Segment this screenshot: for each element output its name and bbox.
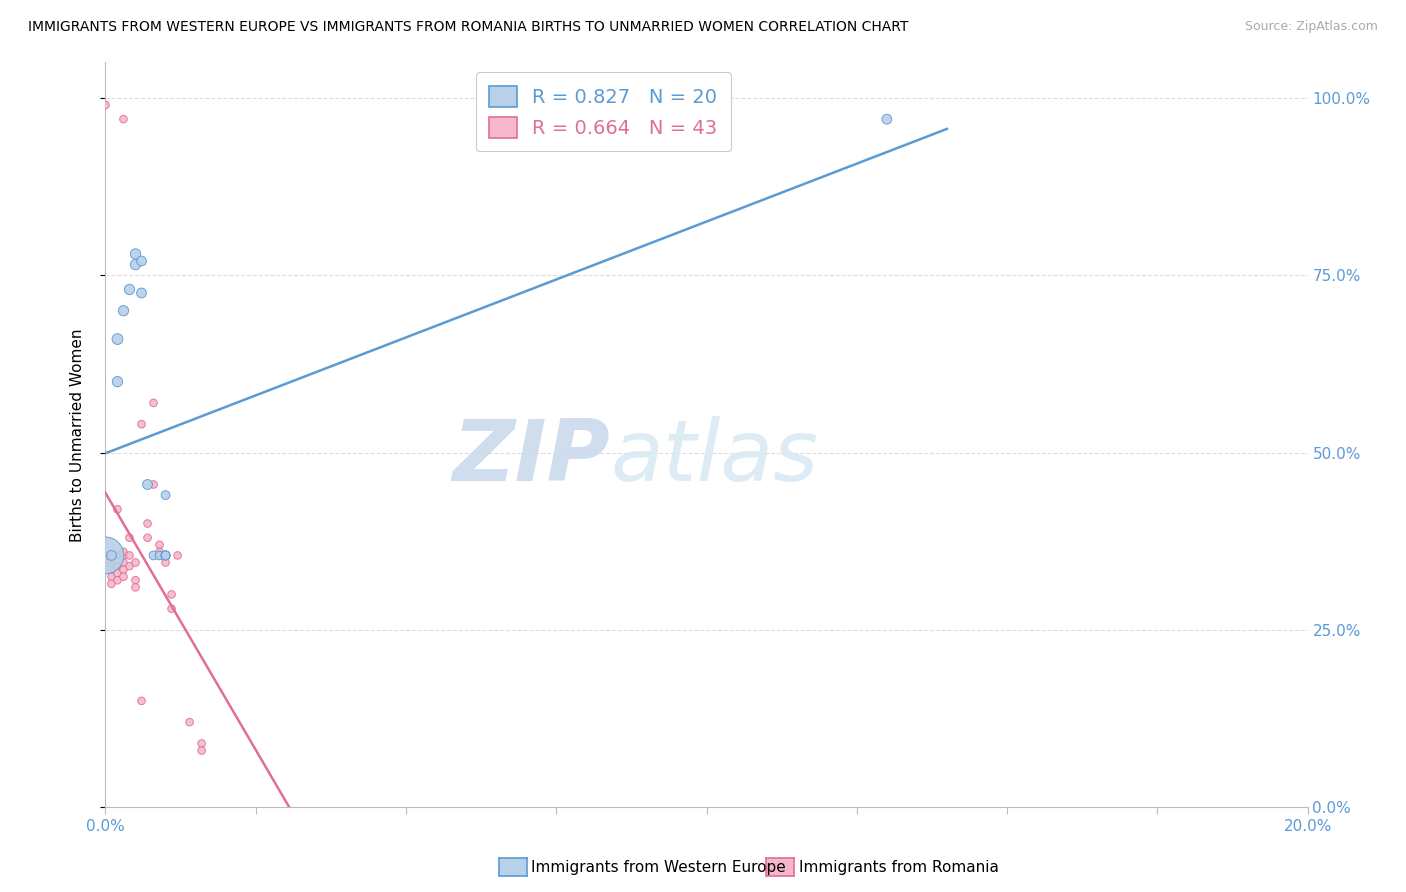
Point: [100, 549, 122, 563]
Point: [107, 574, 129, 588]
Point: [131, 254, 153, 268]
Point: [876, 112, 898, 127]
Point: [155, 549, 177, 563]
Point: [142, 549, 165, 563]
Point: [160, 587, 183, 601]
Point: [155, 549, 177, 563]
Point: [112, 112, 135, 127]
Point: [107, 502, 129, 516]
Point: [190, 743, 212, 757]
Point: [179, 715, 201, 730]
Point: [155, 549, 177, 563]
Point: [112, 556, 135, 570]
Legend: R = 0.827   N = 20, R = 0.664   N = 43: R = 0.827 N = 20, R = 0.664 N = 43: [475, 72, 731, 152]
Point: [94, 556, 117, 570]
Y-axis label: Births to Unmarried Women: Births to Unmarried Women: [70, 328, 84, 541]
Point: [131, 417, 153, 432]
Point: [131, 694, 153, 708]
Point: [166, 549, 188, 563]
Point: [155, 488, 177, 502]
Point: [118, 531, 141, 545]
Point: [107, 549, 129, 563]
Text: Source: ZipAtlas.com: Source: ZipAtlas.com: [1244, 20, 1378, 33]
Point: [148, 549, 170, 563]
Point: [148, 549, 170, 563]
Point: [100, 563, 122, 577]
Point: [155, 556, 177, 570]
Point: [131, 285, 153, 300]
Point: [107, 332, 129, 346]
Text: IMMIGRANTS FROM WESTERN EUROPE VS IMMIGRANTS FROM ROMANIA BIRTHS TO UNMARRIED WO: IMMIGRANTS FROM WESTERN EUROPE VS IMMIGR…: [28, 20, 908, 34]
Point: [124, 258, 146, 272]
Point: [107, 566, 129, 581]
Point: [148, 545, 170, 559]
Point: [142, 477, 165, 491]
Text: ZIP: ZIP: [453, 416, 610, 499]
Point: [94, 549, 117, 563]
Point: [118, 549, 141, 563]
Point: [155, 549, 177, 563]
Point: [100, 549, 122, 563]
Point: [148, 538, 170, 552]
Point: [100, 570, 122, 584]
Point: [160, 601, 183, 615]
Point: [107, 375, 129, 389]
Point: [112, 563, 135, 577]
Point: [112, 545, 135, 559]
Text: atlas: atlas: [610, 416, 818, 499]
Point: [136, 477, 159, 491]
Point: [136, 516, 159, 531]
Point: [107, 559, 129, 574]
Point: [190, 736, 212, 750]
Point: [118, 282, 141, 296]
Point: [112, 549, 135, 563]
Point: [100, 552, 122, 566]
Point: [100, 556, 122, 570]
Point: [124, 556, 146, 570]
Point: [118, 559, 141, 574]
Point: [112, 570, 135, 584]
Point: [136, 531, 159, 545]
Point: [94, 98, 117, 112]
Point: [155, 549, 177, 563]
Point: [124, 574, 146, 588]
Text: Immigrants from Romania: Immigrants from Romania: [799, 860, 998, 874]
Point: [155, 549, 177, 563]
Point: [100, 577, 122, 591]
Point: [142, 396, 165, 410]
Point: [94, 549, 117, 563]
Text: Immigrants from Western Europe: Immigrants from Western Europe: [531, 860, 786, 874]
Point: [124, 247, 146, 261]
Point: [124, 580, 146, 594]
Point: [112, 303, 135, 318]
